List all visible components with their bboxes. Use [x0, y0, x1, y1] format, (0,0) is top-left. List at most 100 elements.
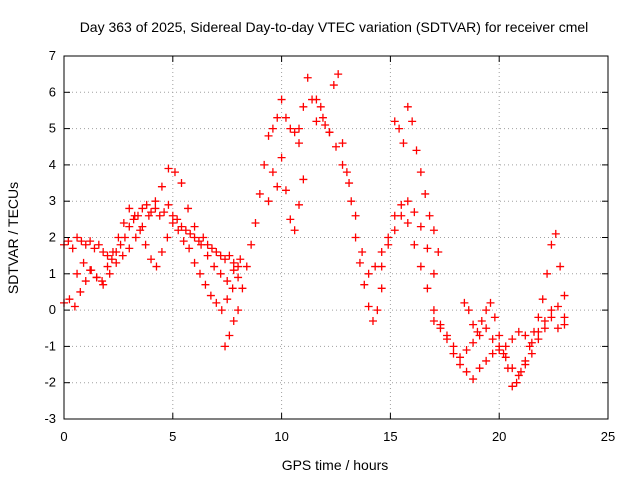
data-point: [65, 295, 74, 304]
data-point: [395, 124, 404, 133]
data-point: [521, 331, 530, 340]
data-point: [423, 284, 432, 293]
data-point: [547, 313, 556, 322]
data-point: [403, 197, 412, 206]
data-point: [410, 240, 419, 249]
data-point: [264, 197, 273, 206]
data-point: [99, 280, 108, 289]
data-point: [173, 215, 182, 224]
data-point: [429, 306, 438, 315]
data-point: [221, 342, 230, 351]
data-point: [351, 233, 360, 242]
x-tick-label: 25: [601, 429, 615, 444]
data-point: [338, 139, 347, 148]
data-point: [456, 360, 465, 369]
data-point: [538, 295, 547, 304]
data-point: [234, 262, 243, 271]
data-point: [119, 218, 128, 227]
y-tick-label: -1: [44, 338, 56, 353]
data-point: [138, 222, 147, 231]
data-point: [114, 233, 123, 242]
data-point: [216, 269, 225, 278]
y-tick-label: 3: [49, 193, 56, 208]
data-point: [560, 320, 569, 329]
data-point: [299, 175, 308, 184]
series-sat-h: [390, 102, 443, 257]
data-point: [79, 258, 88, 267]
data-point: [469, 320, 478, 329]
data-point: [68, 244, 77, 253]
x-tick-label: 0: [60, 429, 67, 444]
data-point: [86, 266, 95, 275]
data-point: [429, 316, 438, 325]
y-tick-label: 0: [49, 302, 56, 317]
data-point: [462, 346, 471, 355]
data-point: [186, 229, 195, 238]
y-tick-label: 5: [49, 121, 56, 136]
data-point: [490, 313, 499, 322]
data-point: [81, 277, 90, 286]
data-point: [425, 211, 434, 220]
chart-title: Day 363 of 2025, Sidereal Day-to-day VTE…: [80, 19, 589, 35]
data-point: [151, 204, 160, 213]
data-point: [201, 280, 210, 289]
data-point: [295, 139, 304, 148]
data-point: [429, 269, 438, 278]
data-point: [116, 240, 125, 249]
data-point: [90, 244, 99, 253]
data-point: [286, 215, 295, 224]
data-point: [229, 316, 238, 325]
data-point: [131, 233, 140, 242]
data-point: [547, 240, 556, 249]
data-point: [221, 255, 230, 264]
data-point: [255, 189, 264, 198]
series-sat-e: [264, 153, 308, 235]
data-point: [157, 182, 166, 191]
data-point: [508, 382, 517, 391]
data-point: [281, 113, 290, 122]
data-point: [410, 208, 419, 217]
data-point: [273, 182, 282, 191]
data-point: [247, 240, 256, 249]
y-tick-label: -3: [44, 411, 56, 426]
axes: 0 5 10 15 20 25 -3 -2 -1 0 1 2 3 4 5 6 7: [44, 48, 615, 444]
data-point: [355, 258, 364, 267]
data-point: [98, 277, 107, 286]
data-point: [70, 302, 79, 311]
data-point: [251, 218, 260, 227]
data-point: [495, 331, 504, 340]
data-point: [206, 291, 215, 300]
data-point: [508, 335, 517, 344]
data-point: [390, 226, 399, 235]
data-point: [534, 335, 543, 344]
data-point: [501, 342, 510, 351]
data-point: [464, 306, 473, 315]
data-point: [151, 197, 160, 206]
data-point: [86, 237, 95, 246]
data-point: [64, 237, 73, 246]
data-point: [534, 313, 543, 322]
y-tick-label: 2: [49, 230, 56, 245]
data-point: [521, 356, 530, 365]
data-point: [142, 200, 151, 209]
data-point: [234, 306, 243, 315]
series-sat-g: [312, 95, 438, 278]
x-tick-label: 20: [492, 429, 506, 444]
data-point: [377, 262, 386, 271]
data-point: [179, 237, 188, 246]
data-point: [238, 284, 247, 293]
y-tick-label: -2: [44, 375, 56, 390]
data-point: [299, 102, 308, 111]
data-point: [516, 367, 525, 376]
data-point: [77, 237, 86, 246]
data-point: [377, 284, 386, 293]
data-point: [277, 153, 286, 162]
data-point: [152, 262, 161, 271]
data-point: [164, 164, 173, 173]
data-point: [449, 342, 458, 351]
data-point: [403, 102, 412, 111]
data-point: [442, 331, 451, 340]
data-point: [345, 179, 354, 188]
data-point: [416, 262, 425, 271]
